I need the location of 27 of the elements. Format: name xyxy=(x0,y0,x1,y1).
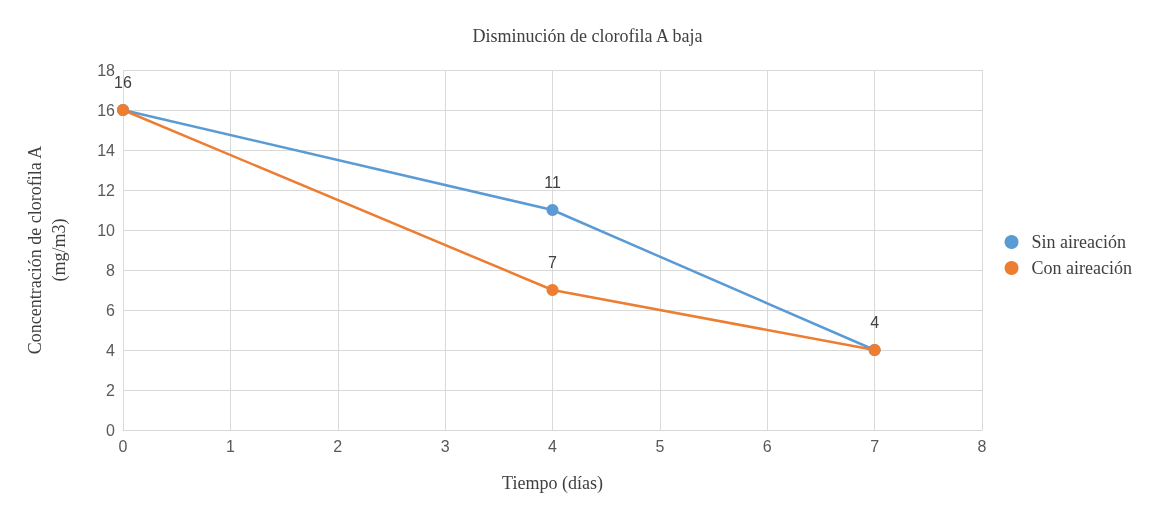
x-tick-label: 1 xyxy=(225,437,235,455)
legend-label: Sin aireación xyxy=(1031,232,1127,252)
y-tick-label: 2 xyxy=(106,381,116,399)
x-tick-label: 8 xyxy=(977,437,987,455)
y-tick-label: 12 xyxy=(97,181,116,199)
y-tick-label: 6 xyxy=(106,301,116,319)
x-tick-label: 4 xyxy=(548,437,558,455)
y-tick-label: 16 xyxy=(97,101,116,119)
x-tick-label: 5 xyxy=(655,437,665,455)
y-tick-label: 14 xyxy=(97,141,116,159)
y-axis-title: Concentración de clorofila A (mg/m3) xyxy=(25,145,70,355)
data-label: 4 xyxy=(870,313,880,331)
x-tick-label: 0 xyxy=(118,437,128,455)
data-label: 7 xyxy=(548,253,558,271)
x-tick-label: 2 xyxy=(333,437,343,455)
x-tick-label: 6 xyxy=(762,437,772,455)
y-tick-label: 0 xyxy=(106,421,116,439)
chart-title: Disminución de clorofila A baja xyxy=(472,26,703,46)
legend-label: Con aireación xyxy=(1031,258,1133,278)
y-tick-label: 18 xyxy=(97,61,116,79)
x-tick-label: 3 xyxy=(440,437,450,455)
y-tick-label: 4 xyxy=(106,341,116,359)
y-tick-label: 8 xyxy=(106,261,116,279)
x-tick-label: 7 xyxy=(870,437,880,455)
data-label: 11 xyxy=(544,173,561,191)
x-axis-title: Tiempo (días) xyxy=(502,473,603,494)
y-tick-label: 10 xyxy=(97,221,116,239)
